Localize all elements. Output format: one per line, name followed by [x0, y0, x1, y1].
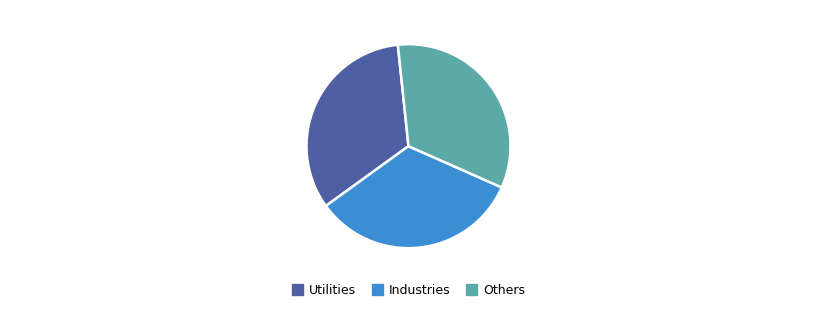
Wedge shape	[306, 45, 408, 206]
Wedge shape	[398, 44, 511, 188]
Legend: Utilities, Industries, Others: Utilities, Industries, Others	[287, 279, 530, 302]
Wedge shape	[326, 146, 502, 248]
